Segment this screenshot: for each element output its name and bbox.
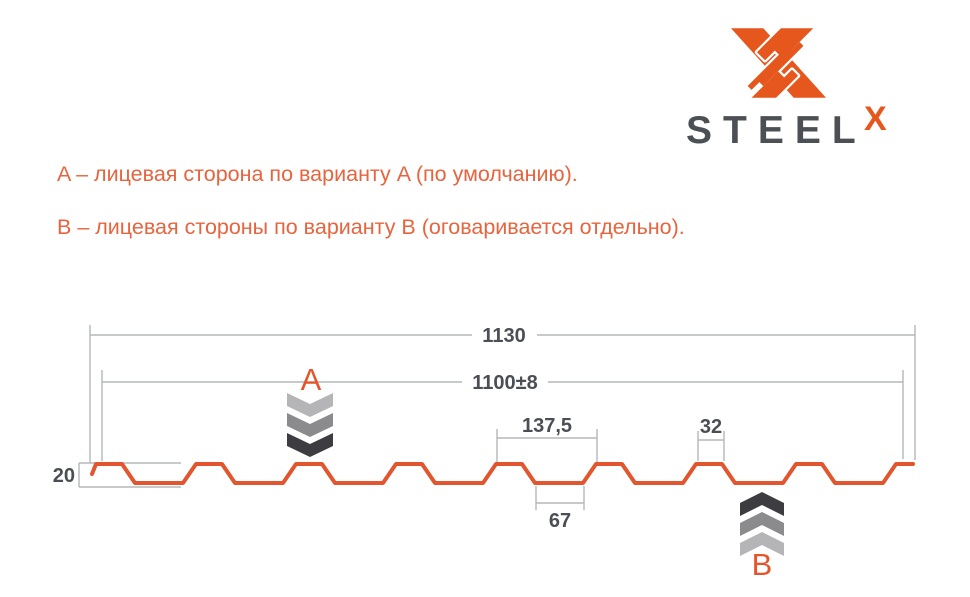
marker-b: B — [740, 492, 784, 582]
steelx-logo-icon — [731, 28, 826, 98]
dim-rib-top: 32 — [697, 416, 725, 461]
sheet-profile-line — [90, 462, 915, 485]
dim-rib-pitch-label: 137,5 — [522, 415, 572, 437]
dim-bottom-flat: 67 — [535, 486, 585, 532]
dim-rib-top-label: 32 — [700, 416, 722, 438]
chevron-down-icon — [287, 393, 333, 457]
logo-middle-segment — [747, 41, 804, 90]
marker-b-label: B — [752, 547, 773, 582]
dim-profile-height-label: 20 — [53, 465, 75, 487]
chevron-up-icon — [740, 492, 784, 556]
logo-lower-segment — [751, 69, 799, 98]
note-variant-b: B – лицевая стороны по варианту B (огова… — [57, 215, 685, 239]
dim-working-width: 1100±8 — [101, 370, 904, 461]
dim-bottom-flat-label: 67 — [549, 510, 571, 532]
dim-total-width-label: 1130 — [482, 325, 525, 347]
dim-profile-height: 20 — [53, 462, 181, 488]
marker-a: A — [287, 362, 333, 457]
marker-a-label: A — [301, 362, 322, 397]
logo-superscript-x: X — [864, 100, 887, 138]
logo-upper-segment — [756, 28, 814, 61]
logo-wordmark: STEEL — [686, 109, 867, 152]
dim-rib-pitch: 137,5 — [496, 415, 598, 462]
note-variant-a: A – лицевая сторона по варианту A (по ум… — [57, 162, 578, 186]
dim-working-width-label: 1100±8 — [472, 372, 538, 394]
dim-total-width: 1130 — [89, 325, 916, 463]
